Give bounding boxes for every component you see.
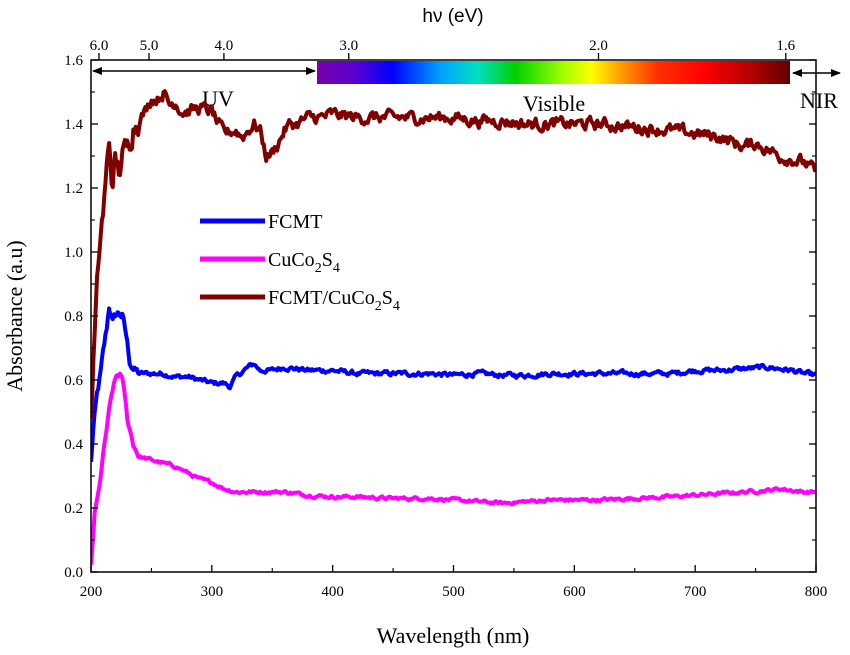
visible-spectrum-bar [317,61,790,84]
y-tick-label: 0.0 [64,565,83,581]
x-axis: 200 300 400 500 600 700 800 [80,565,828,600]
x-tick-label: 300 [201,584,224,600]
top-axis-title: hν (eV) [422,6,483,27]
y-tick-label: 1.6 [64,53,83,69]
y-tick-label: 1.0 [64,245,83,261]
series-line-fcmt-cuco2s4 [91,89,816,420]
legend-label-fcmt-cuco2s4: FCMT/CuCo2S4 [268,287,400,314]
y-axis: 0.0 0.2 0.4 0.6 0.8 1.0 1.2 1.4 1.6 [64,53,816,581]
nir-region-label: NIR [800,88,838,113]
x-axis-title: Wavelength (nm) [377,623,530,648]
x-tick-label: 400 [321,584,344,600]
top-tick-label: 1.6 [776,38,795,54]
top-tick-label: 2.0 [589,38,608,54]
x-tick-label: 800 [805,584,828,600]
x-tick-label: 700 [684,584,707,600]
top-tick-label: 3.0 [339,38,358,54]
x-tick-label: 200 [80,584,103,600]
top-energy-axis: 6.0 5.0 4.0 3.0 2.0 1.6 [90,38,796,60]
y-tick-label: 0.2 [64,501,83,517]
x-tick-label: 600 [563,584,586,600]
top-tick-label: 6.0 [90,38,109,54]
y-tick-label: 0.4 [64,437,83,453]
y-tick-label: 0.6 [64,373,83,389]
top-tick-label: 5.0 [140,38,159,54]
series-layer [91,89,816,565]
legend: FCMT CuCo2S4 FCMT/CuCo2S4 [200,211,400,314]
top-tick-label: 4.0 [215,38,234,54]
series-line-fcmt [91,306,816,463]
legend-label-fcmt: FCMT [268,211,322,233]
series-line-cuco2s4 [91,371,816,565]
visible-region-label: Visible [523,91,585,116]
y-axis-title: Absorbance (a.u) [2,240,27,392]
y-tick-label: 1.4 [64,117,83,133]
y-tick-label: 0.8 [64,309,83,325]
legend-label-cuco2s4: CuCo2S4 [268,249,340,276]
x-tick-label: 500 [442,584,465,600]
y-tick-label: 1.2 [64,181,83,197]
